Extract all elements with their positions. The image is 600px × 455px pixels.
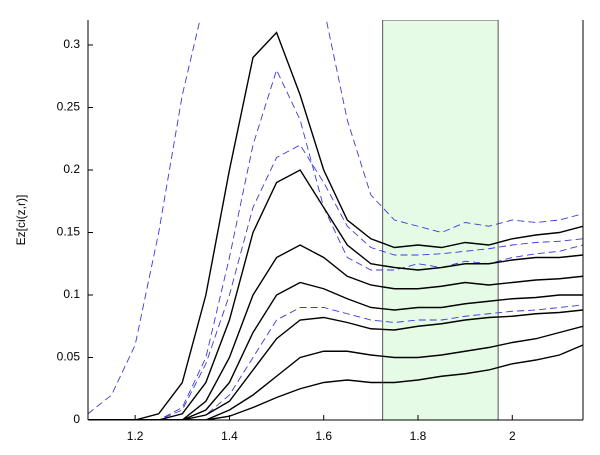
x-tick-label: 2 [509,429,516,443]
y-tick-label: 0.05 [57,350,81,364]
y-tick-label: 0.25 [57,100,81,114]
x-tick-label: 1.6 [315,429,332,443]
dashed-line [88,144,583,420]
dashed-line [88,20,583,415]
line [88,31,583,420]
highlight-band [382,20,499,420]
y-tick-label: 0.15 [57,225,81,239]
line [88,244,583,420]
y-tick-label: 0.2 [63,162,80,176]
line [88,281,583,420]
dashed-line [88,68,583,420]
line [88,169,583,420]
y-tick-label: 0.3 [63,37,80,51]
line [88,309,583,420]
x-tick-label: 1.2 [127,429,144,443]
plot-area [88,20,583,420]
y-tick-label: 0.1 [63,287,80,301]
line [88,325,583,420]
x-tick-label: 1.4 [221,429,238,443]
y-axis-label: Ez[ci(z,r)] [14,195,28,246]
y-tick-label: 0 [73,412,80,426]
dashed-line [88,304,583,420]
line [88,344,583,420]
x-tick-label: 1.8 [410,429,427,443]
